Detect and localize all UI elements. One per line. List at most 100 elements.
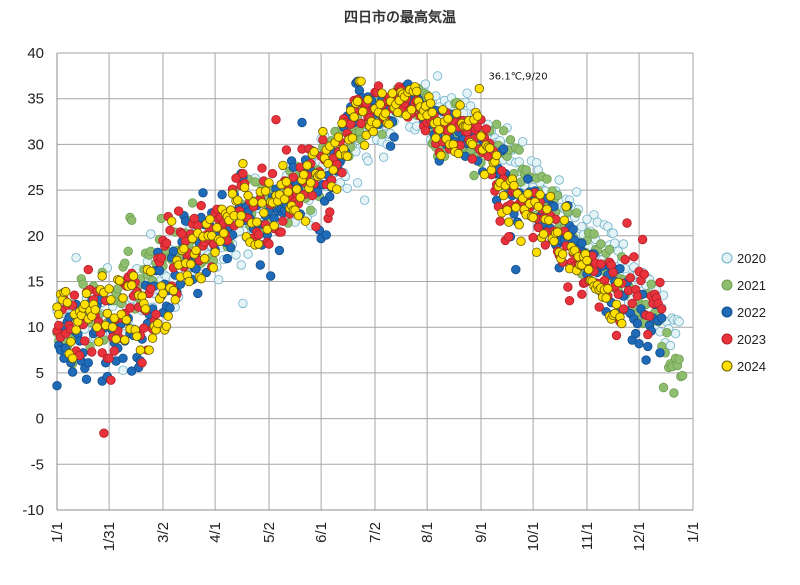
data-point-2021 — [662, 328, 672, 338]
data-point-2024 — [392, 107, 403, 118]
data-point-2024 — [135, 345, 146, 355]
data-point-2023 — [481, 124, 491, 134]
data-point-2024 — [328, 165, 339, 175]
data-point-2024 — [359, 140, 370, 151]
legend-marker-2023 — [721, 333, 733, 345]
data-point-2020 — [577, 221, 587, 232]
y-tick-label: -5 — [31, 456, 44, 473]
data-point-2024 — [384, 119, 394, 130]
data-point-2023 — [104, 353, 114, 364]
data-point-2023 — [577, 289, 587, 300]
y-tick-label: 35 — [27, 91, 44, 108]
data-point-2021 — [646, 279, 657, 289]
data-point-2024 — [302, 160, 312, 171]
data-point-2021 — [78, 279, 88, 289]
data-point-2022 — [321, 230, 332, 240]
y-tick-label: 15 — [27, 274, 44, 291]
data-point-2024 — [549, 236, 559, 247]
x-tick-label: 1/1 — [685, 522, 702, 543]
data-point-2023 — [276, 227, 286, 237]
data-point-2021 — [596, 239, 606, 249]
data-point-2021 — [604, 244, 615, 255]
data-point-2020 — [352, 178, 363, 188]
data-point-2024 — [613, 277, 624, 288]
data-point-2024 — [425, 98, 436, 109]
data-point-2024 — [210, 247, 220, 258]
data-point-2024 — [66, 337, 76, 347]
data-point-2023 — [311, 221, 321, 232]
data-point-2024 — [238, 158, 248, 169]
data-point-2022 — [385, 141, 396, 151]
data-point-2023 — [643, 329, 653, 340]
data-point-2022 — [634, 339, 644, 349]
data-point-2024 — [563, 231, 573, 241]
data-point-2024 — [479, 169, 490, 180]
data-point-2023 — [420, 125, 431, 136]
data-point-2024 — [292, 184, 302, 194]
data-point-2024 — [264, 178, 274, 188]
data-point-2024 — [232, 195, 243, 205]
data-point-2024 — [347, 133, 358, 143]
data-point-2020 — [379, 152, 389, 162]
x-tick-label: 1/31 — [101, 522, 118, 551]
data-point-2022 — [577, 238, 587, 248]
data-point-2023 — [594, 302, 604, 312]
legend-label-2023: 2023 — [737, 332, 766, 347]
data-point-2024 — [318, 126, 328, 137]
data-point-2024 — [104, 284, 114, 294]
y-axis-tick-labels: 40 35 30 25 20 15 10 5 0 -5 -10 — [22, 45, 44, 519]
x-tick-label: 10/1 — [525, 522, 542, 551]
data-point-2024 — [281, 177, 292, 187]
data-point-2024 — [509, 180, 519, 191]
data-point-2021 — [306, 205, 316, 215]
data-point-2024 — [485, 143, 495, 153]
data-point-2024 — [120, 335, 130, 345]
data-point-2022 — [67, 367, 78, 377]
data-point-2024 — [561, 201, 571, 212]
data-point-2023 — [231, 173, 241, 183]
data-point-2022 — [274, 245, 285, 256]
data-point-2024 — [248, 197, 259, 207]
data-point-2024 — [67, 353, 78, 364]
data-point-2022 — [498, 144, 509, 154]
data-point-2024 — [427, 107, 438, 118]
data-point-2021 — [658, 382, 669, 393]
data-point-2022 — [523, 174, 533, 184]
data-point-2021 — [187, 198, 198, 208]
data-point-2023 — [613, 289, 624, 300]
y-tick-label: 0 — [36, 411, 44, 428]
data-point-2021 — [126, 215, 137, 226]
data-points — [52, 71, 688, 438]
data-point-2024 — [259, 208, 269, 218]
data-point-2024 — [144, 345, 154, 355]
data-point-2021 — [589, 229, 599, 239]
y-tick-label: 40 — [27, 45, 44, 62]
y-tick-label: 30 — [27, 136, 44, 153]
data-point-2023 — [657, 304, 667, 314]
data-point-2024 — [387, 88, 398, 98]
data-point-2020 — [420, 79, 431, 89]
legend: 2020 2021 2022 2023 2024 — [721, 251, 766, 374]
data-point-2024 — [179, 243, 189, 254]
data-point-2023 — [264, 239, 274, 249]
data-point-2024 — [542, 204, 552, 215]
data-point-2024 — [406, 104, 417, 115]
data-point-2023 — [622, 218, 632, 228]
data-point-2024 — [205, 214, 215, 225]
data-point-2023 — [504, 231, 514, 242]
data-point-2024 — [147, 333, 158, 343]
data-point-2024 — [253, 239, 264, 249]
data-point-2023 — [618, 304, 629, 314]
data-point-2024 — [236, 210, 246, 221]
data-point-2023 — [629, 252, 639, 262]
data-point-2023 — [109, 346, 120, 356]
x-tick-label: 11/1 — [579, 522, 596, 550]
data-point-2023 — [639, 269, 650, 279]
data-point-2020 — [554, 175, 564, 185]
data-point-2023 — [151, 309, 161, 320]
data-point-2021 — [571, 208, 582, 218]
series-2024 — [52, 76, 627, 364]
data-point-2024 — [239, 182, 250, 193]
data-point-2024 — [161, 321, 172, 332]
data-point-2023 — [497, 166, 507, 176]
